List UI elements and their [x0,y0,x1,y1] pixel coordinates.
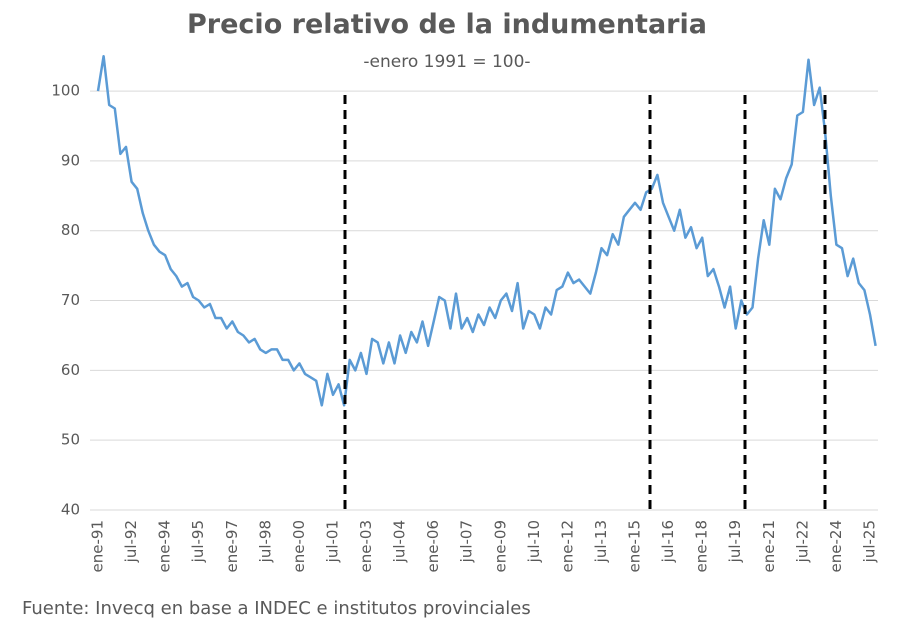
x-tick-label: ene-00 [290,520,308,572]
y-tick-label: 90 [61,151,80,169]
x-tick-label: ene-15 [626,520,644,572]
x-tick-label: jul-16 [659,520,677,563]
x-tick-label: ene-21 [760,520,778,572]
x-tick-label: ene-12 [558,520,576,572]
y-tick-label: 60 [61,361,80,379]
x-tick-label: ene-91 [89,520,107,572]
chart-subtitle: -enero 1991 = 100- [363,52,530,72]
x-tick-label: ene-24 [827,520,845,572]
x-tick-label: ene-03 [357,520,375,572]
y-tick-label: 40 [61,501,80,519]
source-note: Fuente: Invecq en base a INDEC e institu… [22,598,531,619]
x-tick-label: jul-13 [592,520,610,563]
x-tick-label: jul-92 [122,520,140,563]
x-tick-label: jul-22 [793,520,811,563]
x-tick-label: jul-98 [256,520,274,563]
y-tick-label: 50 [61,431,80,449]
reference-lines [343,95,827,510]
x-tick-label: jul-07 [458,520,476,563]
x-tick-label: ene-94 [156,520,174,572]
x-tick-label: jul-19 [726,520,744,563]
x-tick-label: ene-97 [223,520,241,572]
y-tick-label: 100 [51,82,80,100]
y-tick-label: 80 [61,221,80,239]
x-tick-label: ene-09 [491,520,509,572]
x-tick-label: jul-01 [323,520,341,563]
chart-title: Precio relativo de la indumentaria [187,9,707,40]
x-tick-label: jul-25 [861,520,879,563]
x-tick-label: ene-18 [693,520,711,572]
y-tick-label: 70 [61,291,80,309]
x-tick-label: ene-06 [424,520,442,572]
x-tick-label: jul-10 [525,520,543,563]
x-tick-label: jul-95 [189,520,207,563]
x-tick-label: jul-04 [391,520,409,563]
